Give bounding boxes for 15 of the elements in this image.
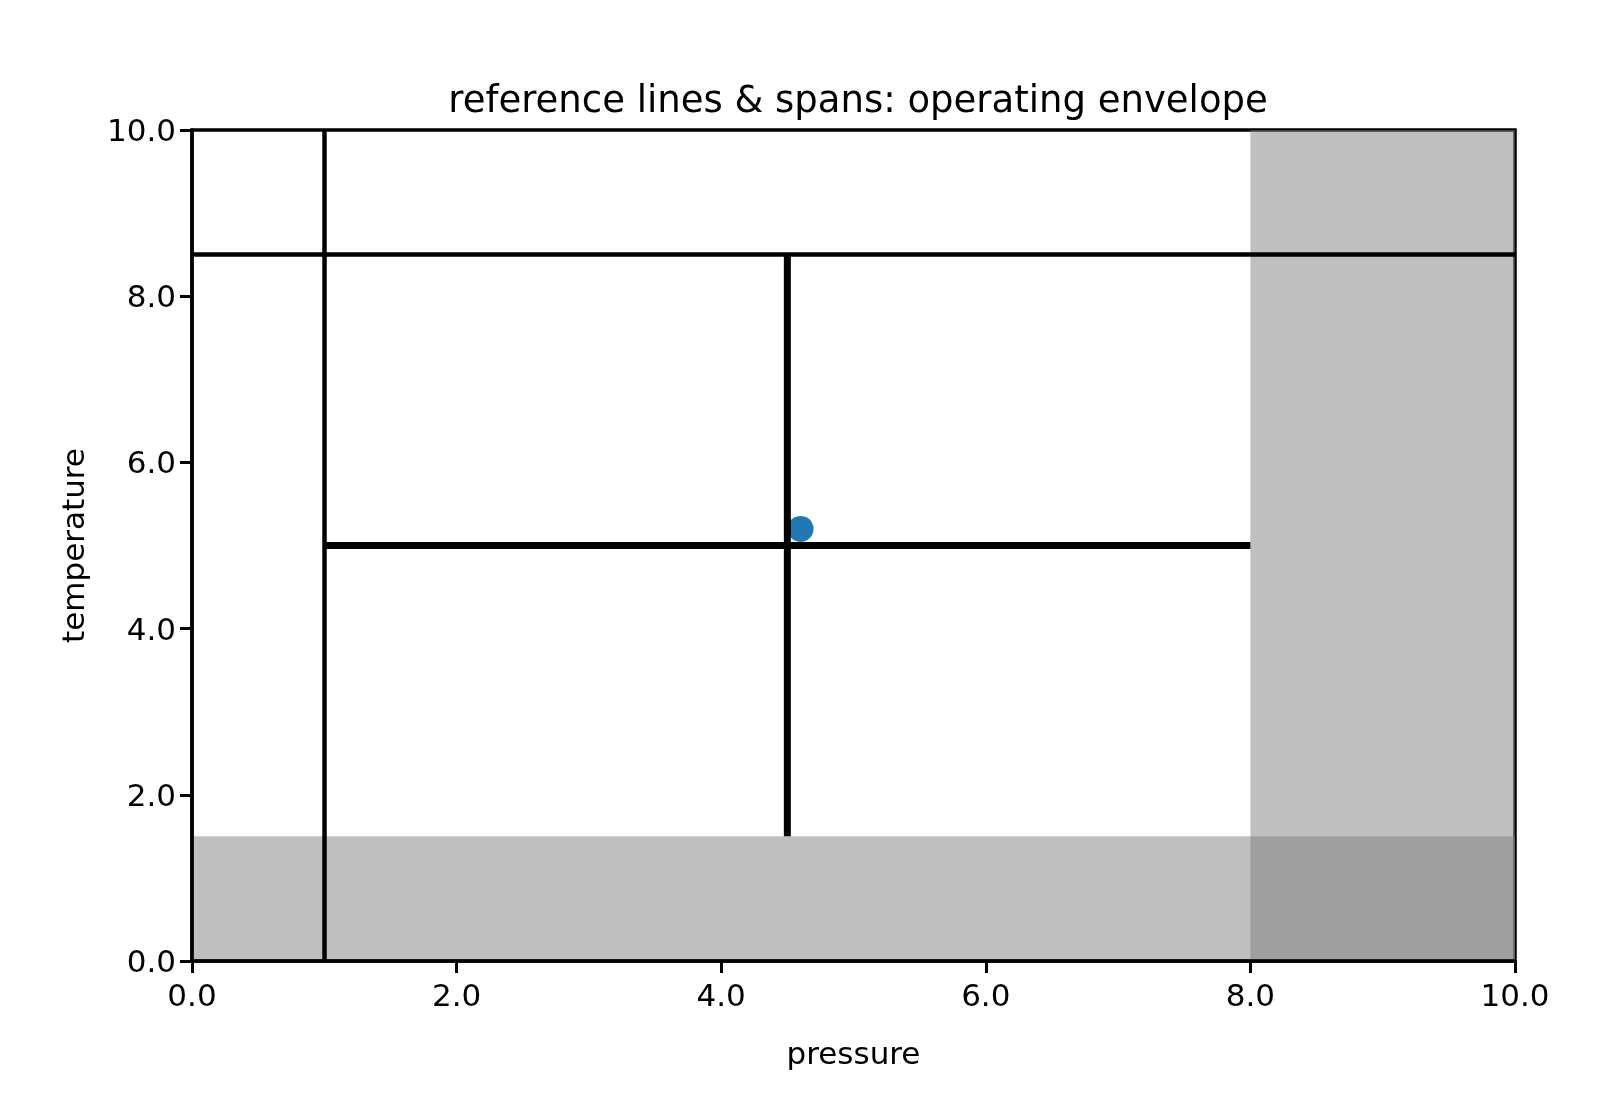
y-tick-label: 8.0 <box>126 278 176 315</box>
chart-title: reference lines & spans: operating envelope <box>448 78 1268 121</box>
x-tick-label: 4.0 <box>696 976 746 1013</box>
y-tick-label: 10.0 <box>106 112 176 148</box>
x-tick-label: 8.0 <box>1225 976 1276 1013</box>
x-axis-title: pressure <box>786 1034 921 1071</box>
y-tick-label: 6.0 <box>126 444 176 481</box>
y-tick-label: 2.0 <box>126 776 176 813</box>
y-axis-title: temperature <box>54 448 91 643</box>
x-tick-label: 10.0 <box>1480 976 1550 1013</box>
x-tick-label: 2.0 <box>431 976 482 1013</box>
y-tick-label: 4.0 <box>126 610 176 647</box>
x-tick-label: 6.0 <box>961 976 1011 1013</box>
y-tick-label: 0.0 <box>126 943 176 979</box>
x-tick-label: 0.0 <box>167 976 217 1013</box>
